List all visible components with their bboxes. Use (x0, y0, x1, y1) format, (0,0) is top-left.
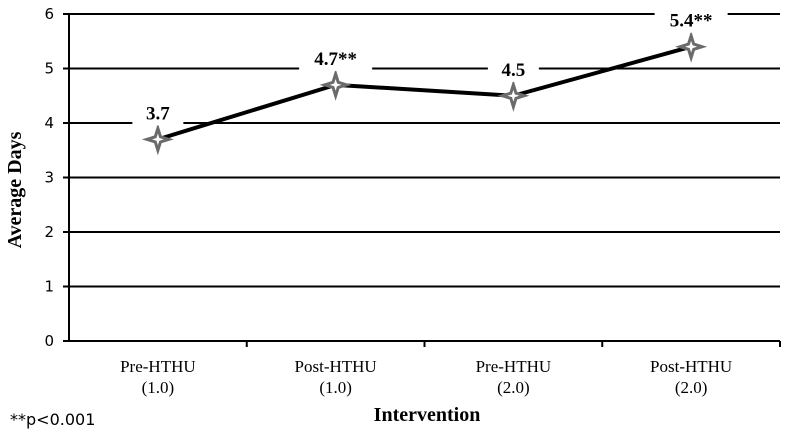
y-tick-label: 3 (44, 169, 54, 187)
x-axis-title: Intervention (374, 404, 481, 426)
x-category-label: Pre-HTHU (120, 357, 196, 376)
data-point-marker (141, 123, 174, 156)
data-labels: 3.7 4.7** 4.5 5.4** (132, 6, 728, 126)
data-label-background (132, 99, 184, 126)
y-tick-label: 5 (44, 60, 54, 78)
data-label-background (654, 6, 728, 33)
x-category-label: (2.0) (497, 378, 530, 397)
significance-footnote: **p<0.001 (10, 410, 95, 429)
data-label: 4.5 (502, 60, 526, 81)
x-category-label: Pre-HTHU (476, 357, 552, 376)
data-point-marker (675, 30, 708, 63)
y-tick-label: 0 (44, 332, 54, 350)
data-label: 5.4** (670, 11, 713, 32)
y-tick-label: 4 (44, 114, 54, 132)
y-axis-title: Average Days (4, 131, 26, 248)
data-point-marker (319, 68, 352, 101)
x-category-label: (1.0) (142, 378, 175, 397)
series-line (157, 44, 692, 142)
series-line-group (141, 30, 708, 156)
x-axis-category-labels: Pre-HTHU (1.0) Post-HTHU (1.0) Pre-HTHU (2.0)… (120, 357, 732, 397)
y-tick-label: 6 (44, 5, 54, 23)
data-label: 3.7 (146, 103, 170, 124)
y-tick-label: 1 (44, 278, 54, 296)
y-axis-tick-labels: 0 1 2 3 4 5 6 (44, 5, 54, 350)
data-label: 4.7** (314, 49, 357, 70)
x-category-label: Post-HTHU (650, 357, 732, 376)
x-category-label: (1.0) (319, 378, 352, 397)
x-category-label: (2.0) (675, 378, 708, 397)
x-category-label: Post-HTHU (295, 357, 377, 376)
data-label-background (487, 55, 539, 82)
gridlines (63, 13, 780, 342)
y-tick-label: 2 (44, 223, 54, 241)
data-point-marker (497, 79, 530, 112)
x-axis-ticks (245, 341, 781, 347)
data-label-background (299, 44, 373, 71)
